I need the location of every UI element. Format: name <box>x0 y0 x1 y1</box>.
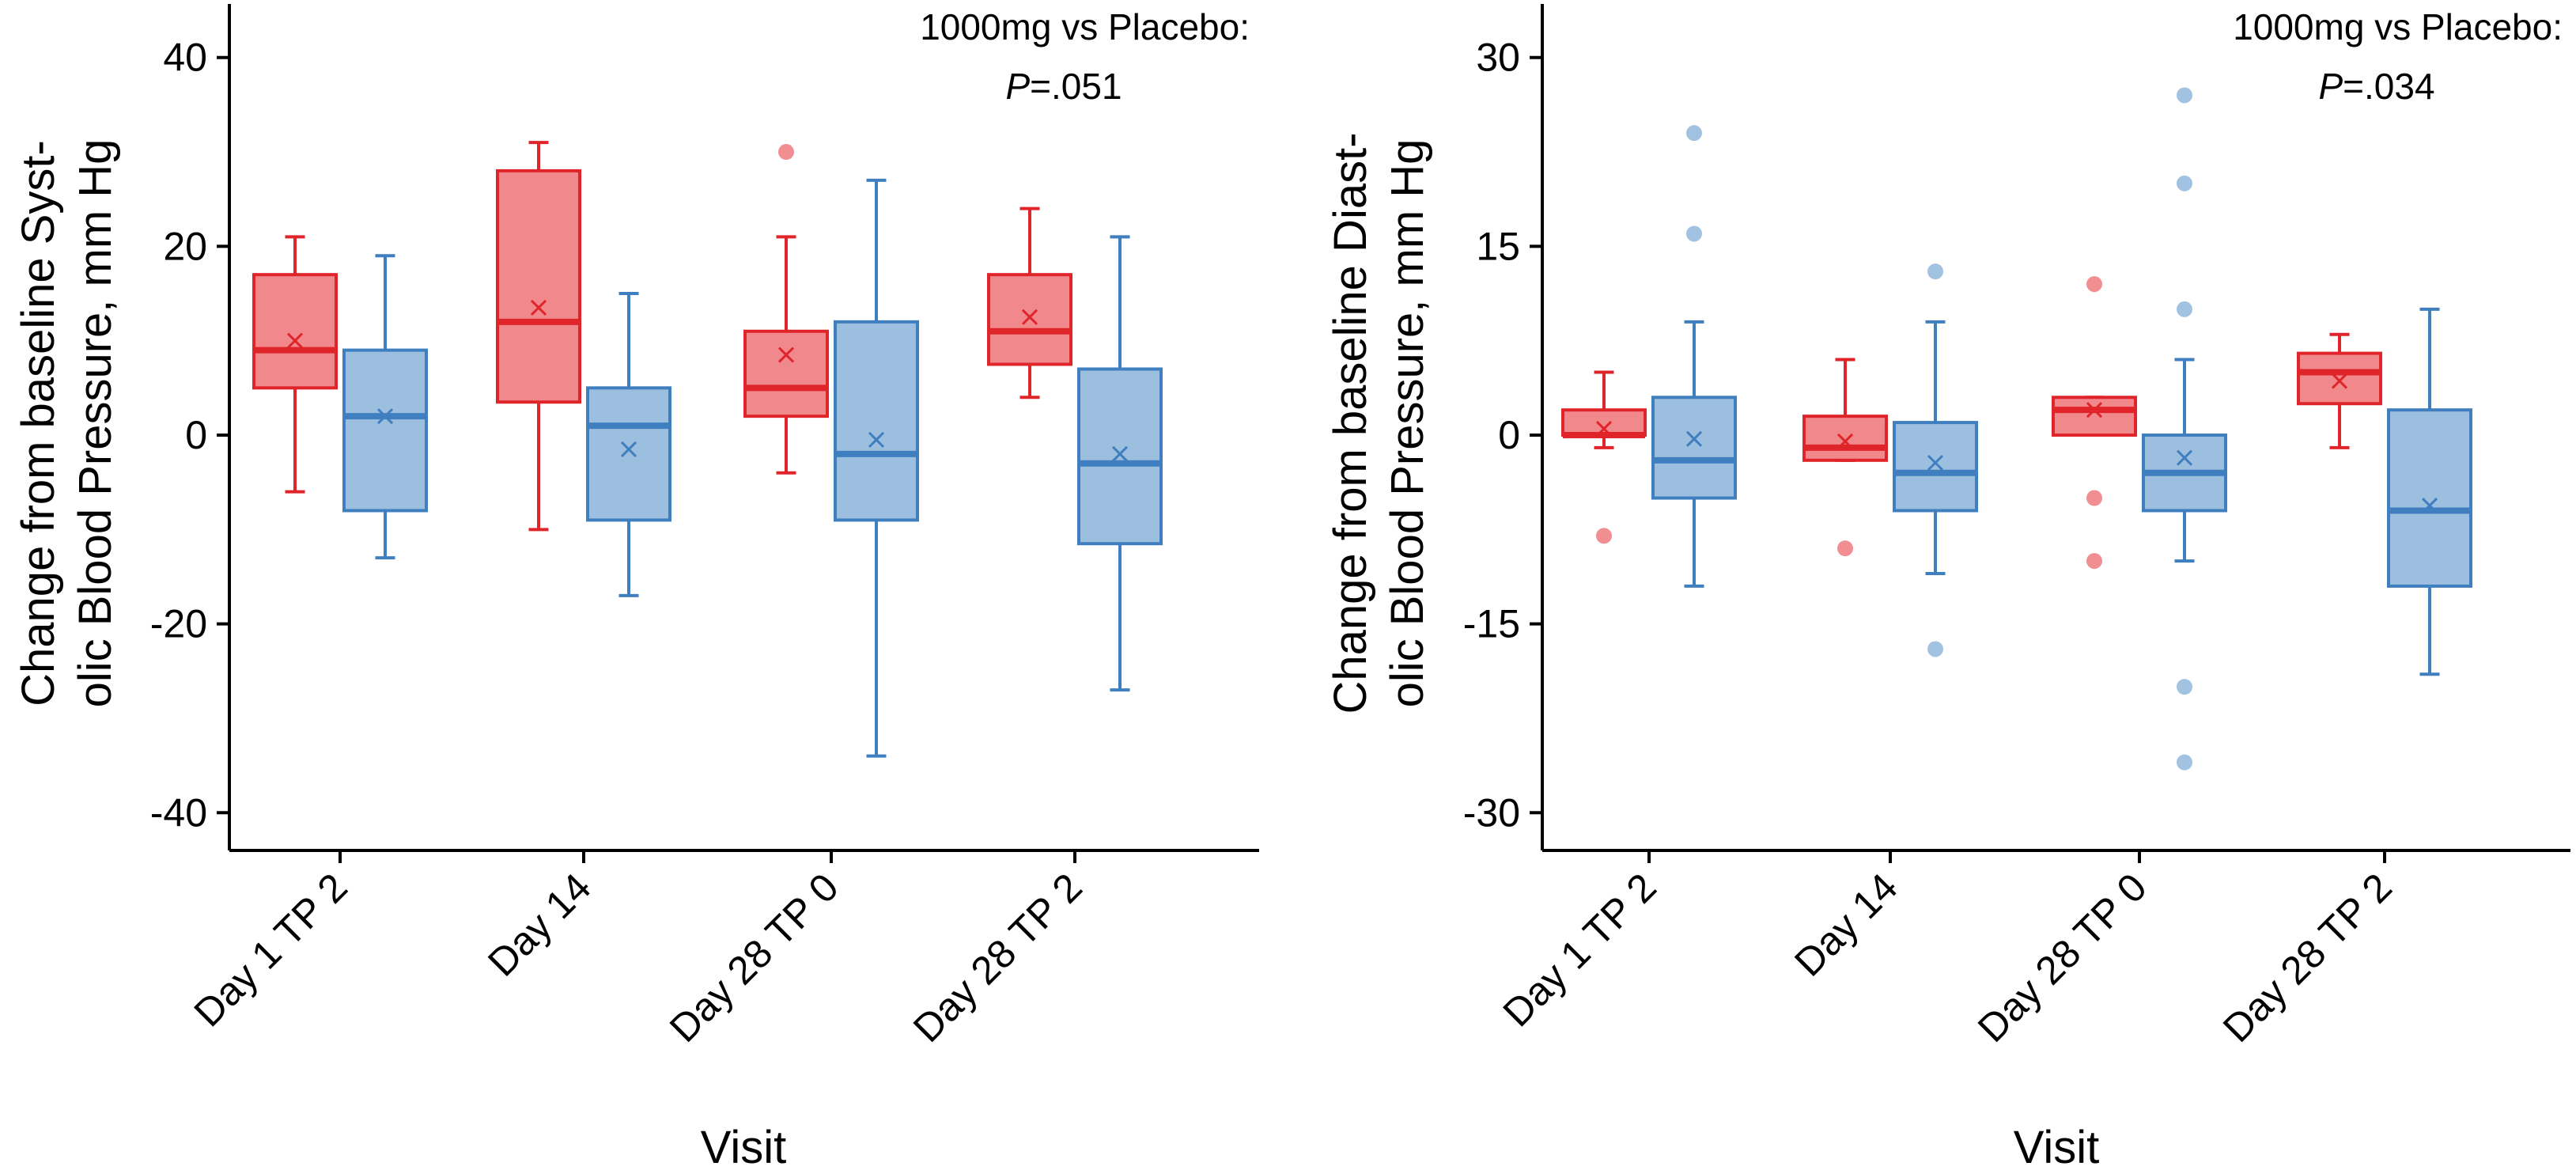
y-tick-label: -30 <box>1463 790 1520 835</box>
diastolic-chart-panel: 30 15 0 -15 -30 Day 1 TP 2 Day 14 Day 28 TP 0 Da… <box>1325 4 2570 1173</box>
mean-marker <box>620 441 637 457</box>
mean-marker <box>1927 454 1944 471</box>
iqr-box <box>1802 415 1888 462</box>
mean-marker <box>868 431 885 449</box>
x-axis-title: Visit <box>701 1122 787 1173</box>
p-value-annotation: P=.034 <box>2318 66 2434 107</box>
mean-marker <box>1021 309 1038 325</box>
iqr-box <box>1077 367 1163 546</box>
box-1000mg <box>987 206 1072 400</box>
mean-marker <box>2331 373 2348 389</box>
iqr-box <box>496 169 581 404</box>
iqr-box <box>1561 408 1647 437</box>
outlier-point <box>1927 641 1943 657</box>
comparison-annotation: 1000mg vs Placebo: <box>2233 6 2563 47</box>
y-tick-label: 0 <box>1498 413 1520 457</box>
p-symbol: P <box>1005 66 1030 107</box>
box-1000mg <box>743 144 829 475</box>
y-tick-label: 40 <box>163 36 207 80</box>
y-tick-label: -20 <box>150 602 207 646</box>
x-tick-label: Day 14 <box>1786 865 1906 985</box>
iqr-box <box>2297 351 2382 406</box>
outlier-point <box>1837 540 1853 557</box>
box-placebo <box>2387 307 2472 676</box>
mean-marker <box>777 347 795 363</box>
iqr-box <box>2387 408 2472 588</box>
outlier-point <box>1686 125 1702 142</box>
box-1000mg <box>1802 358 1888 557</box>
box-placebo <box>1077 235 1163 692</box>
box-1000mg <box>2297 332 2382 449</box>
mean-marker <box>2421 498 2438 514</box>
iqr-box <box>252 273 338 390</box>
box-placebo <box>834 178 919 758</box>
iqr-box <box>1651 396 1737 500</box>
box-1000mg <box>2052 276 2137 570</box>
outlier-point <box>2177 87 2192 104</box>
iqr-box <box>2052 396 2137 437</box>
mean-marker <box>1685 430 1703 447</box>
x-tick-label: Day 28 TP 0 <box>661 865 847 1051</box>
outlier-point <box>1686 225 1702 242</box>
x-axis-title: Visit <box>2014 1122 2100 1173</box>
box-placebo <box>586 292 671 597</box>
outlier-point <box>2177 301 2192 317</box>
x-tick-label: Day 1 TP 2 <box>186 865 356 1035</box>
box-placebo <box>2142 87 2227 771</box>
box-1000mg <box>1561 370 1647 544</box>
outlier-point <box>2086 553 2102 570</box>
p-value: =.034 <box>2343 66 2434 107</box>
systolic-chart-panel: 40 20 0 -20 -40 Day 1 TP 2 Day 14 Day 28 TP 0 Da… <box>13 4 1259 1173</box>
x-tick-label: Day 28 TP 2 <box>2215 865 2400 1051</box>
outlier-point <box>2177 679 2192 695</box>
outlier-point <box>2177 175 2192 191</box>
outlier-point <box>1927 263 1943 280</box>
mean-marker <box>2176 449 2193 466</box>
mean-marker <box>1595 420 1613 437</box>
iqr-box <box>743 329 829 418</box>
iqr-box <box>834 320 919 522</box>
y-axis-title: Change from baseline Syst- <box>13 140 64 706</box>
box-placebo <box>342 254 428 560</box>
box-placebo <box>1893 263 1978 657</box>
mean-marker <box>286 332 304 349</box>
y-tick-label: 20 <box>163 224 207 268</box>
y-tick-label: 30 <box>1476 36 1520 80</box>
mean-marker <box>1111 445 1129 462</box>
y-axis-title: olic Blood Pressure, mm Hg <box>1382 139 1433 708</box>
iqr-box <box>1893 421 1978 513</box>
outlier-point <box>778 144 794 161</box>
box-1000mg <box>496 141 581 532</box>
outlier-point <box>2177 754 2192 771</box>
comparison-annotation: 1000mg vs Placebo: <box>920 6 1250 47</box>
y-axis-title: olic Blood Pressure, mm Hg <box>70 139 121 708</box>
y-tick-label: 0 <box>185 413 207 457</box>
y-axis-title: Change from baseline Diast- <box>1325 132 1376 714</box>
y-tick-label: 15 <box>1476 224 1520 268</box>
iqr-box <box>586 386 671 522</box>
iqr-box <box>342 348 428 513</box>
mean-marker <box>376 408 394 425</box>
p-value-annotation: P=.051 <box>1005 66 1122 107</box>
outlier-point <box>1596 528 1612 544</box>
mean-marker <box>1836 433 1854 450</box>
p-symbol: P <box>2318 66 2343 107</box>
x-tick-label: Day 28 TP 2 <box>905 865 1091 1051</box>
x-tick-label: Day 28 TP 0 <box>1969 865 2155 1051</box>
y-tick-label: -40 <box>150 790 207 835</box>
mean-marker <box>530 299 547 316</box>
p-value: =.051 <box>1030 66 1122 107</box>
mean-marker <box>2086 402 2103 418</box>
iqr-box <box>987 273 1072 366</box>
outlier-point <box>2086 490 2102 506</box>
box-placebo <box>1651 125 1737 588</box>
box-1000mg <box>252 235 338 494</box>
x-tick-label: Day 1 TP 2 <box>1495 865 1665 1035</box>
outlier-point <box>2086 276 2102 293</box>
y-tick-label: -15 <box>1463 602 1520 646</box>
x-tick-label: Day 14 <box>479 865 600 985</box>
